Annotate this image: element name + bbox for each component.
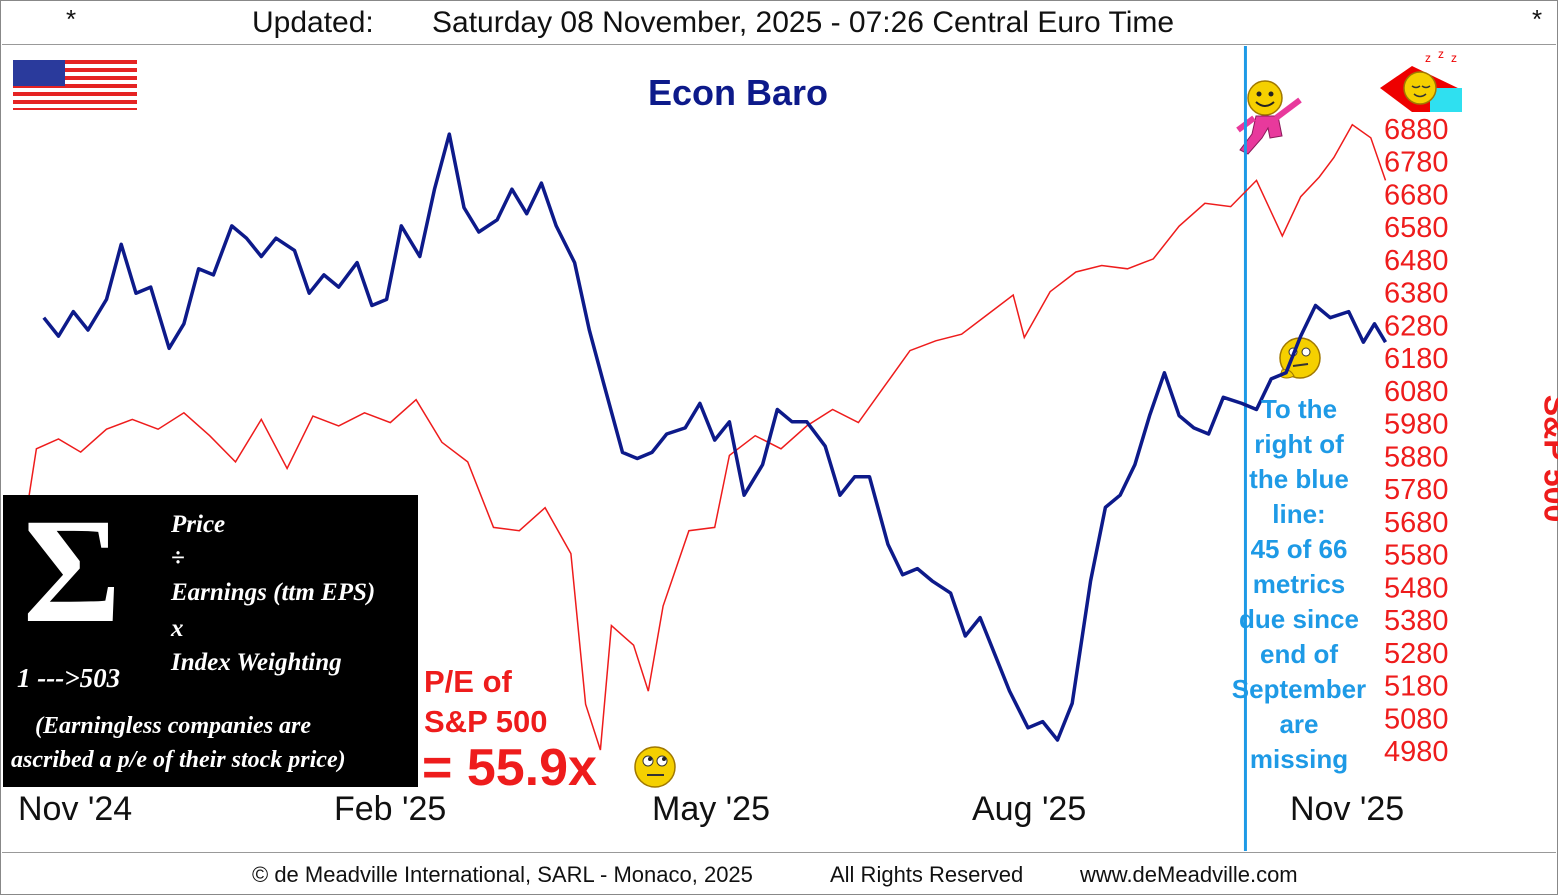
y-tick-label: 5480	[1384, 572, 1449, 604]
y-tick-label: 6280	[1384, 310, 1449, 342]
header-divider	[2, 44, 1556, 45]
method-divide: ÷	[171, 545, 185, 572]
method-note-2: ascribed a p/e of their stock price)	[11, 747, 346, 773]
sp500-line	[17, 123, 1387, 751]
x-tick-label: Feb '25	[334, 790, 446, 828]
econ-baro-line	[42, 132, 1388, 742]
y-tick-label: 5080	[1384, 703, 1449, 735]
us-flag-icon	[13, 60, 137, 110]
note-line: are	[1279, 709, 1319, 739]
rolling-eyes-icon	[634, 746, 676, 788]
pe-label-line2: S&P 500	[424, 704, 548, 739]
sleeping-face-icon: z z z	[1380, 47, 1462, 112]
sigma-range: 1 --->503	[17, 663, 121, 693]
header-left-marker: *	[66, 4, 77, 34]
right-axis-label: S&P 500	[1537, 394, 1558, 523]
y-tick-label: 5980	[1384, 409, 1449, 441]
y-tick-label: 6580	[1384, 212, 1449, 244]
note-line: missing	[1249, 744, 1349, 774]
note-line: due since	[1239, 604, 1359, 634]
svg-text:z: z	[1451, 51, 1457, 65]
svg-text:z: z	[1425, 51, 1431, 65]
note-line: To the	[1260, 394, 1338, 424]
note-line: line:	[1272, 499, 1326, 529]
method-times: x	[171, 615, 184, 642]
y-tick-label: 6480	[1384, 245, 1449, 277]
method-note-1: (Earningless companies are	[35, 713, 312, 739]
y-tick-label: 5280	[1384, 638, 1449, 670]
footer-copyright: © de Meadville International, SARL - Mon…	[252, 862, 753, 887]
pe-label-line1: P/E of	[424, 664, 512, 699]
chart-title: Econ Baro	[647, 72, 829, 113]
update-timestamp: Saturday 08 November, 2025 - 07:26 Centr…	[432, 6, 1175, 39]
thinking-face-icon	[1279, 337, 1321, 379]
note-line: end of	[1260, 639, 1338, 669]
y-tick-label: 5380	[1384, 605, 1449, 637]
y-tick-label: 5780	[1384, 474, 1449, 506]
x-tick-label: Aug '25	[972, 790, 1086, 828]
note-line: metrics	[1252, 569, 1346, 599]
svg-text:z: z	[1438, 47, 1444, 61]
note-line: September	[1231, 674, 1367, 704]
y-tick-label: 6880	[1384, 114, 1449, 146]
pe-method-box: Σ 1 --->503 Price ÷ Earnings (ttm EPS) x…	[3, 488, 418, 787]
missing-metrics-note: To the right of the blue line: 45 of 66 …	[1218, 392, 1380, 777]
footer-rights: All Rights Reserved	[830, 862, 1024, 887]
x-tick-label: Nov '24	[18, 790, 132, 828]
y-tick-label: 5180	[1384, 671, 1449, 703]
pe-value: = 55.9x	[422, 739, 597, 797]
note-line: 45 of 66	[1250, 534, 1348, 564]
header-right-marker: *	[1532, 4, 1543, 34]
method-earnings: Earnings (ttm EPS)	[171, 579, 376, 606]
note-line: right of	[1254, 429, 1344, 459]
y-tick-label: 6380	[1384, 278, 1449, 310]
y-tick-label: 6780	[1384, 147, 1449, 179]
y-tick-label: 6680	[1384, 179, 1449, 211]
method-weighting: Index Weighting	[171, 649, 342, 676]
y-tick-label: 4980	[1384, 736, 1449, 768]
x-tick-label: Nov '25	[1290, 790, 1404, 828]
header-bar: * Updated: Saturday 08 November, 2025 - …	[0, 0, 1558, 44]
sigma-symbol: Σ	[23, 488, 122, 654]
y-tick-label: 5880	[1384, 441, 1449, 473]
updated-label: Updated:	[252, 6, 374, 39]
y-tick-label: 5680	[1384, 507, 1449, 539]
dancing-smiley-icon	[1236, 80, 1302, 155]
footer-divider	[2, 852, 1556, 853]
y-tick-label: 6180	[1384, 343, 1449, 375]
x-tick-label: May '25	[652, 790, 770, 828]
y-tick-label: 6080	[1384, 376, 1449, 408]
y-tick-label: 5580	[1384, 540, 1449, 572]
note-line: the blue	[1249, 464, 1349, 494]
method-price: Price	[171, 511, 226, 538]
footer-website[interactable]: www.deMeadville.com	[1080, 862, 1298, 887]
